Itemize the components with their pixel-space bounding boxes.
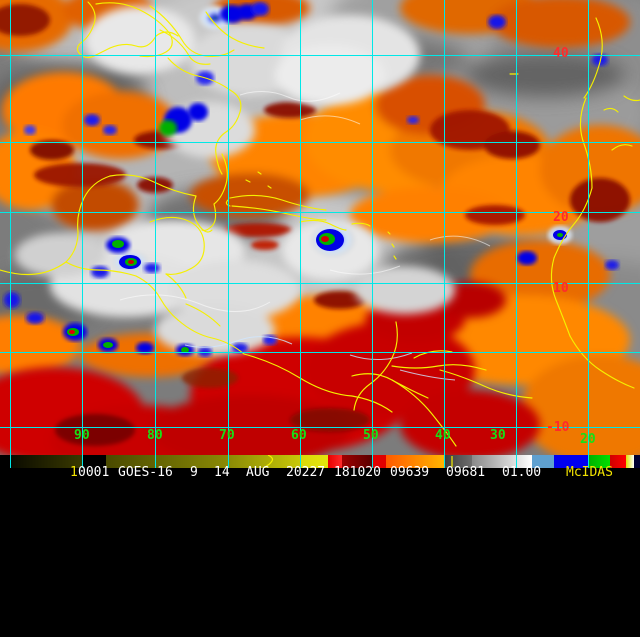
longitude-label-20: 20 (580, 432, 596, 447)
julian-date: 20227 (286, 465, 326, 480)
gridline-parallel-2 (0, 212, 640, 213)
gridline-parallel-3 (0, 283, 640, 284)
gridline-parallel-5 (0, 427, 640, 428)
latitude-label-20: 20 (553, 210, 569, 225)
enhancement-curve (263, 455, 453, 468)
color-bar-segment-2 (82, 455, 106, 468)
latitude-label-40: 40 (553, 46, 569, 61)
gridline-parallel-1 (0, 142, 640, 143)
gridline-meridian-4 (300, 0, 301, 455)
color-bar-segment-3 (106, 455, 228, 468)
color-bar-tick-1 (82, 455, 83, 468)
frame-label: 0001 (78, 465, 110, 480)
color-bar-segment-16 (626, 455, 634, 468)
gridline-meridian-0 (10, 0, 11, 455)
longitude-label-70: 70 (219, 428, 235, 443)
gridline-parallel-4 (0, 352, 640, 353)
color-bar-segment-7 (342, 455, 372, 468)
color-bar-segment-9 (386, 455, 444, 468)
longitude-label-40: 40 (435, 428, 451, 443)
latitude-label-10: 10 (553, 281, 569, 296)
image-time: 181020 (334, 465, 381, 480)
band-number: 9 (190, 465, 198, 480)
color-bar-segment-5 (300, 455, 328, 468)
gridline-meridian-1 (82, 0, 83, 455)
color-bar-segment-10 (444, 455, 472, 468)
mcidas-brand: McIDAS (566, 465, 613, 480)
status-bar: 1 0001 GOES-16 9 14 AUG 20227 181020 096… (0, 465, 640, 480)
day-value: 14 (214, 465, 230, 480)
color-bar-segment-8 (372, 455, 386, 468)
color-bar-segment-15 (610, 455, 626, 468)
longitude-label-90: 90 (74, 428, 90, 443)
color-bar-segment-4 (228, 455, 300, 468)
latitude-longitude-grid (0, 0, 640, 455)
gridline-meridian-5 (372, 0, 373, 455)
frame-number: 1 (70, 465, 78, 480)
color-bar-segment-0 (0, 455, 10, 468)
longitude-label-60: 60 (291, 428, 307, 443)
color-bar-tick-5 (372, 455, 373, 468)
latitude-label--10: -10 (546, 420, 570, 435)
month-value: AUG (246, 465, 270, 480)
color-bar-tick-0 (10, 455, 11, 468)
color-bar-segment-6 (328, 455, 342, 468)
gridline-meridian-7 (516, 0, 517, 455)
color-bar-segment-1 (10, 455, 82, 468)
infrared-satellite-imagery (0, 0, 640, 455)
satellite-image-canvas[interactable]: 40 20 10 -10 90 80 70 60 50 40 30 20 (0, 0, 640, 455)
enhancement-color-bar[interactable] (0, 455, 640, 468)
color-bar-segment-12 (532, 455, 554, 468)
color-bar-tick-8 (588, 455, 589, 468)
color-bar-segment-17 (634, 455, 640, 468)
color-bar-tick-6 (444, 455, 445, 468)
gridline-meridian-8 (588, 0, 589, 455)
color-bar-tick-7 (516, 455, 517, 468)
longitude-label-30: 30 (490, 428, 506, 443)
longitude-label-50: 50 (363, 428, 379, 443)
color-bar-tick-2 (155, 455, 156, 468)
longitude-label-80: 80 (147, 428, 163, 443)
color-bar-tick-3 (228, 455, 229, 468)
gridline-parallel-0 (0, 55, 640, 56)
satellite-name: GOES-16 (118, 465, 173, 480)
color-bar-segment-14 (588, 455, 610, 468)
mcidas-image-window: 40 20 10 -10 90 80 70 60 50 40 30 20 1 0001 GOES-16… (0, 0, 640, 480)
line-coordinate: 09639 (390, 465, 430, 480)
gridline-meridian-6 (444, 0, 445, 455)
gridline-meridian-3 (228, 0, 229, 455)
color-bar-tick-4 (300, 455, 301, 468)
color-bar-segment-11 (472, 455, 532, 468)
resolution-value: 01.00 (502, 465, 542, 480)
color-bar-segment-13 (554, 455, 588, 468)
element-coordinate: 09681 (446, 465, 486, 480)
gridline-meridian-2 (155, 0, 156, 455)
